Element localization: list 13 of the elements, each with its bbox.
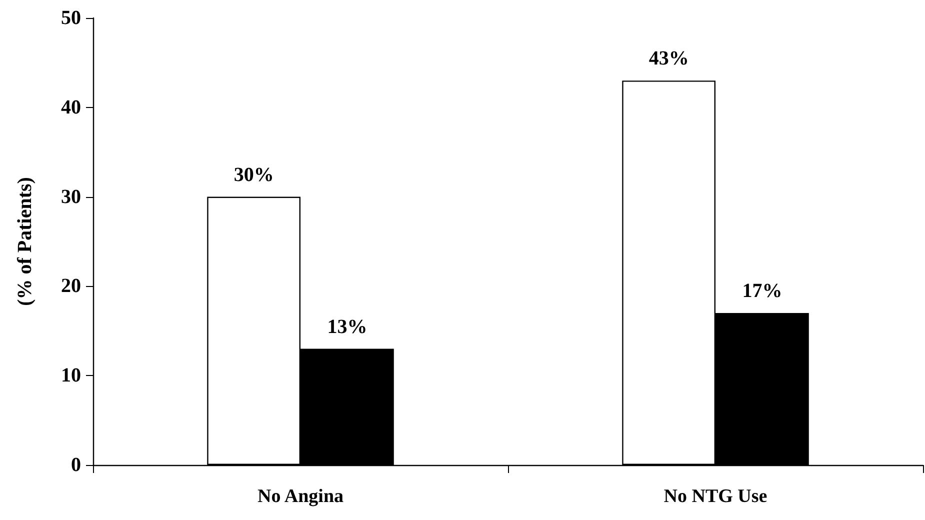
y-axis-title: (% of Patients) [14,177,36,306]
data-label: 13% [327,316,368,338]
y-tick-label: 10 [61,364,81,387]
data-label: 17% [742,280,782,302]
y-tick-label: 50 [61,7,81,29]
y-tick-label: 0 [71,454,81,476]
x-tick-label: No NTG Use [664,486,768,507]
data-label: 43% [648,48,689,70]
y-tick-label: 30 [61,186,81,208]
y-tick-label: 40 [61,96,81,118]
x-tick-label: No Angina [257,486,344,507]
data-label: 30% [234,164,274,186]
y-tick-label: 20 [61,275,81,298]
